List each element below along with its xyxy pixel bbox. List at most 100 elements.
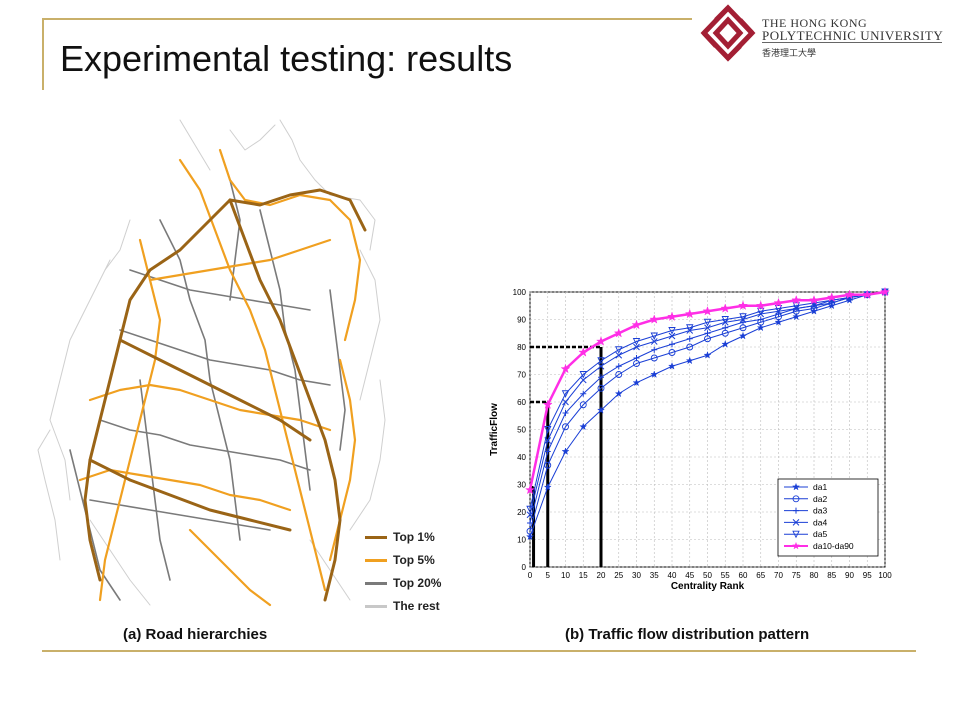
data-point xyxy=(826,292,837,302)
x-tick-label: 65 xyxy=(756,571,765,580)
data-point xyxy=(668,327,676,335)
caption-road-hierarchies: (a) Road hierarchies xyxy=(123,626,268,643)
data-point xyxy=(721,316,729,324)
y-tick-label: 30 xyxy=(517,481,526,490)
data-point xyxy=(562,398,569,406)
data-point xyxy=(650,354,658,362)
legend-entry-label: da10-da90 xyxy=(813,541,854,551)
data-point xyxy=(650,370,659,378)
data-point xyxy=(579,401,587,409)
data-point xyxy=(651,346,658,353)
data-point xyxy=(526,511,534,519)
data-point xyxy=(579,422,588,431)
series-line-da2 xyxy=(529,291,886,532)
data-point xyxy=(755,300,766,311)
data-point xyxy=(633,343,640,351)
data-point xyxy=(704,330,711,337)
x-tick-label: 15 xyxy=(579,571,588,580)
data-point xyxy=(595,336,607,346)
data-point xyxy=(862,289,873,300)
x-tick-label: 70 xyxy=(774,571,783,580)
data-point xyxy=(615,346,623,354)
x-tick-label: 55 xyxy=(721,571,730,580)
legend-entry-label: da4 xyxy=(813,517,827,527)
x-axis-label: Centrality Rank xyxy=(671,581,745,592)
data-point xyxy=(597,384,605,392)
data-point xyxy=(792,495,800,503)
legend-label: Top 20% xyxy=(393,576,442,590)
data-point xyxy=(703,318,712,327)
x-tick-label: 5 xyxy=(546,571,551,580)
x-tick-label: 100 xyxy=(878,571,892,580)
x-tick-label: 75 xyxy=(792,571,801,580)
logo-line-2: POLYTECHNIC UNIVERSITY xyxy=(762,28,944,43)
data-point xyxy=(544,426,552,434)
data-point xyxy=(685,356,694,365)
legend-label: Top 5% xyxy=(393,553,435,567)
y-axis-label: TrafficFlow xyxy=(489,403,500,456)
data-point xyxy=(632,378,641,387)
data-point xyxy=(722,324,729,331)
data-point xyxy=(668,332,676,340)
data-point xyxy=(757,307,765,316)
data-point xyxy=(543,482,552,491)
data-point xyxy=(792,519,800,526)
data-point xyxy=(757,316,764,323)
x-tick-label: 60 xyxy=(739,571,748,580)
data-point xyxy=(544,448,551,455)
y-tick-label: 70 xyxy=(517,371,526,380)
logo-divider xyxy=(762,42,942,43)
legend-item-top-5: Top 5% xyxy=(365,551,465,574)
data-point xyxy=(614,389,623,398)
data-point xyxy=(792,312,801,321)
data-point xyxy=(791,294,802,305)
y-tick-label: 40 xyxy=(517,453,526,462)
x-tick-label: 25 xyxy=(614,571,623,580)
data-point xyxy=(633,355,640,361)
legend-entry-label: da5 xyxy=(813,529,827,539)
data-point xyxy=(774,305,783,313)
legend-entry-label: da2 xyxy=(813,494,827,504)
data-point xyxy=(613,327,624,338)
data-point xyxy=(739,313,747,321)
slide-title: Experimental testing: results xyxy=(60,38,513,79)
data-point xyxy=(773,297,784,308)
data-point xyxy=(791,541,801,550)
x-tick-label: 0 xyxy=(528,571,533,580)
data-point xyxy=(615,363,622,370)
data-point xyxy=(562,423,569,431)
data-point xyxy=(650,338,658,345)
x-tick-label: 90 xyxy=(845,571,854,580)
data-point xyxy=(527,520,533,526)
data-point xyxy=(667,361,677,370)
data-point xyxy=(560,363,571,374)
data-point xyxy=(844,289,855,300)
data-point xyxy=(737,300,749,311)
caption-traffic-flow: (b) Traffic flow distribution pattern xyxy=(565,626,810,643)
data-point xyxy=(686,343,694,351)
data-point xyxy=(632,338,641,346)
x-tick-label: 50 xyxy=(703,571,712,580)
data-point xyxy=(524,484,536,495)
data-point xyxy=(684,308,695,319)
data-point xyxy=(774,317,783,326)
legend-label: Top 1% xyxy=(393,530,435,544)
data-point xyxy=(738,331,748,340)
road-hierarchy-map xyxy=(37,119,386,607)
y-tick-label: 20 xyxy=(517,508,526,517)
left-accent-line xyxy=(42,18,44,90)
logo-line-1: THE HONG KONG xyxy=(762,16,868,30)
data-point xyxy=(615,371,623,378)
x-tick-label: 85 xyxy=(827,571,836,580)
x-tick-label: 35 xyxy=(650,571,659,580)
data-point xyxy=(597,362,605,370)
x-tick-label: 95 xyxy=(863,571,872,580)
legend-item-top-1: Top 1% xyxy=(365,528,465,551)
x-tick-label: 40 xyxy=(668,571,677,580)
data-point xyxy=(808,294,820,305)
data-point xyxy=(579,376,587,384)
data-point xyxy=(669,341,675,348)
polyu-emblem-icon xyxy=(700,4,756,62)
data-point xyxy=(686,335,693,342)
data-point xyxy=(615,351,623,359)
